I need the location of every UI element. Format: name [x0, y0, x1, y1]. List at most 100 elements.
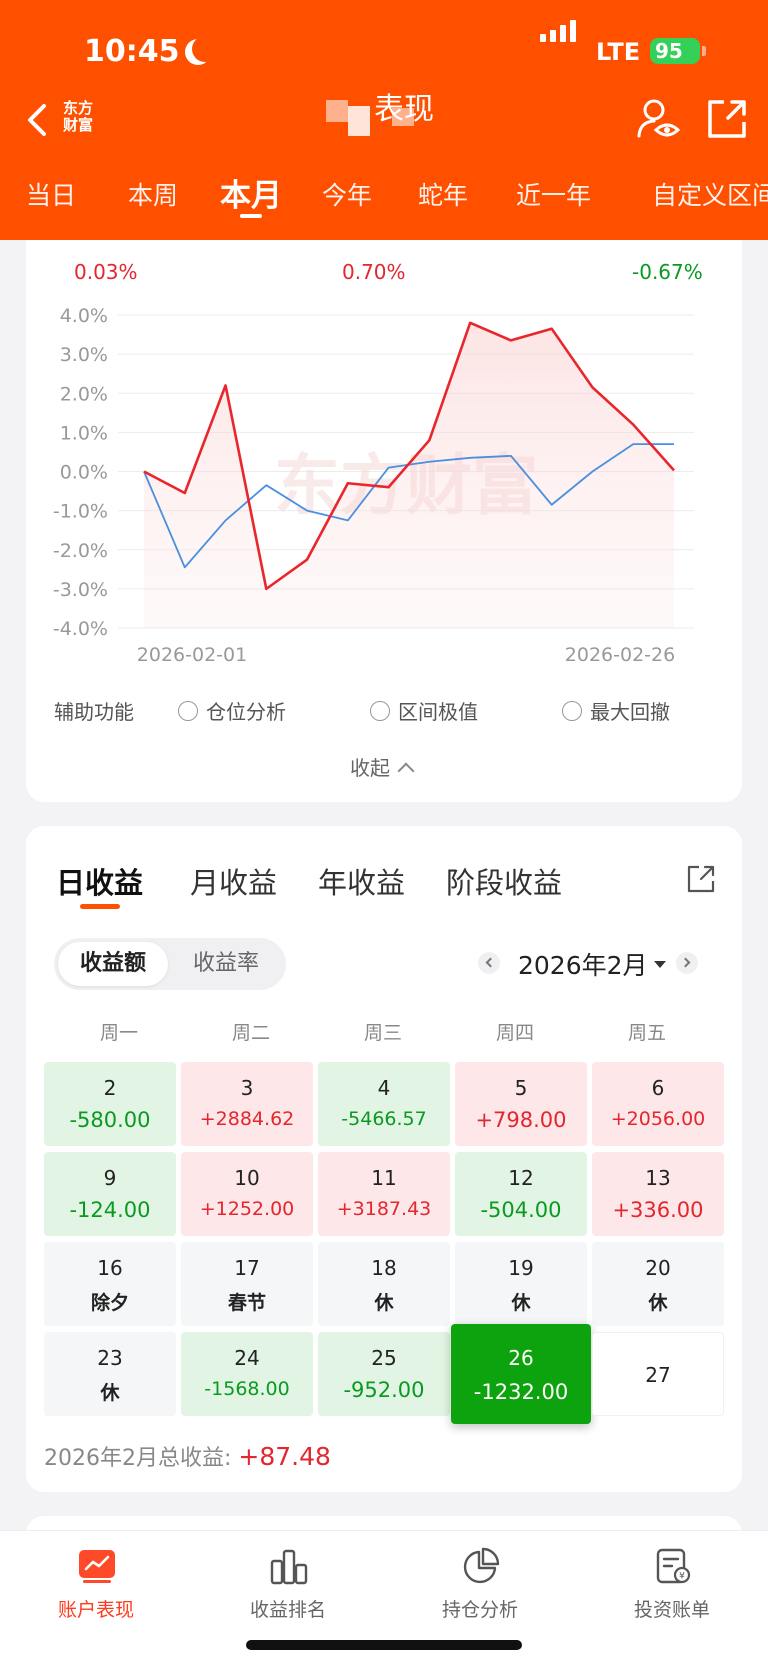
tab-this-week[interactable]: 本周 — [128, 181, 179, 210]
day-number: 9 — [103, 1166, 117, 1190]
range-tabs: 当日 本周 本月 今年 蛇年 近一年 自定义区间 — [0, 168, 768, 220]
moon-icon — [192, 36, 218, 62]
weekday-header: 周一 — [99, 1022, 138, 1044]
weekday-header: 周二 — [231, 1022, 270, 1044]
total-label: 2026年2月总收益: — [44, 1446, 232, 1471]
calendar-day-cell[interactable]: 5 +798.00 — [455, 1062, 587, 1146]
calendar-day-cell[interactable]: 3 +2884.62 — [181, 1062, 313, 1146]
day-number: 26 — [508, 1346, 534, 1370]
calendar-day-cell[interactable]: 18 休 — [318, 1242, 450, 1326]
option-label: 区间极值 — [398, 700, 478, 724]
day-number: 25 — [371, 1346, 397, 1370]
total-value: +87.48 — [238, 1442, 331, 1471]
blurred-name-block — [348, 106, 370, 136]
option-label: 最大回撤 — [590, 700, 670, 724]
tab-snake-year[interactable]: 蛇年 — [418, 181, 469, 210]
calendar-day-cell[interactable]: 26 -1232.00 — [451, 1324, 591, 1424]
calendar-day-cell[interactable]: 12 -504.00 — [455, 1152, 587, 1236]
amount-rate-toggle: 收益额 收益率 — [54, 938, 286, 990]
tab-monthly-earnings[interactable]: 月收益 — [190, 866, 278, 900]
day-number: 11 — [371, 1166, 397, 1190]
radio-icon[interactable] — [178, 700, 198, 721]
option-label: 仓位分析 — [206, 700, 286, 724]
calendar-day-cell[interactable]: 27 — [592, 1332, 724, 1416]
option-max-drawdown[interactable]: 最大回撤 — [562, 696, 670, 725]
calendar-day-cell[interactable]: 19 休 — [455, 1242, 587, 1326]
back-arrow-icon[interactable] — [20, 98, 60, 142]
day-number: 10 — [234, 1166, 260, 1190]
area-fill — [144, 322, 674, 628]
radio-icon[interactable] — [562, 700, 582, 721]
radio-icon[interactable] — [370, 700, 390, 721]
tab-custom-range[interactable]: 自定义区间 — [652, 181, 768, 210]
share-icon[interactable] — [706, 98, 748, 140]
nav-account-performance[interactable]: 账户表现 — [0, 1531, 192, 1641]
export-icon[interactable] — [686, 864, 716, 894]
prev-month-button[interactable] — [478, 952, 500, 974]
svg-text:¥: ¥ — [679, 1572, 685, 1582]
month-label: 2026年2月 — [518, 951, 648, 980]
option-position-analysis[interactable]: 仓位分析 — [178, 696, 286, 725]
day-value: 休 — [511, 1292, 531, 1314]
calendar-day-cell[interactable]: 4 -5466.57 — [318, 1062, 450, 1146]
blurred-name-block — [326, 100, 348, 122]
next-month-button[interactable] — [676, 952, 698, 974]
nav-earnings-ranking[interactable]: 收益排名 — [192, 1531, 384, 1641]
tab-last-year[interactable]: 近一年 — [516, 181, 592, 210]
battery-tip — [702, 46, 706, 56]
calendar-day-cell[interactable]: 11 +3187.43 — [318, 1152, 450, 1236]
calendar-day-cell[interactable]: 25 -952.00 — [318, 1332, 450, 1416]
chevron-left-icon — [485, 957, 496, 968]
month-selector[interactable]: 2026年2月 — [518, 946, 666, 982]
brand-logo: 东方财富 — [60, 100, 96, 134]
calendar-day-cell[interactable]: 20 休 — [592, 1242, 724, 1326]
day-value: 休 — [100, 1382, 120, 1404]
y-tick-label: 4.0% — [60, 305, 108, 327]
calendar-day-cell[interactable]: 2 -580.00 — [44, 1062, 176, 1146]
day-value: +2056.00 — [610, 1108, 706, 1130]
calendar-day-cell[interactable]: 24 -1568.00 — [181, 1332, 313, 1416]
tab-this-month[interactable]: 本月 — [220, 178, 282, 214]
day-number: 18 — [371, 1256, 397, 1280]
status-time: 10:45 — [84, 34, 180, 69]
day-value: -1568.00 — [204, 1378, 290, 1400]
pie-chart-icon — [463, 1547, 500, 1584]
calendar-day-cell[interactable]: 9 -124.00 — [44, 1152, 176, 1236]
day-number: 23 — [97, 1346, 123, 1370]
day-number: 2 — [103, 1076, 117, 1100]
user-eye-icon[interactable] — [636, 96, 680, 142]
day-number: 12 — [508, 1166, 534, 1190]
nav-label: 账户表现 — [57, 1599, 134, 1621]
nav-label: 投资账单 — [633, 1599, 710, 1621]
nav-investment-bill[interactable]: ¥ 投资账单 — [576, 1531, 768, 1641]
calendar-day-cell[interactable]: 10 +1252.00 — [181, 1152, 313, 1236]
day-number: 6 — [651, 1076, 665, 1100]
active-tab-indicator — [240, 214, 262, 218]
option-range-extreme[interactable]: 区间极值 — [370, 696, 478, 725]
collapse-button[interactable]: 收起 — [350, 752, 415, 781]
chevron-up-icon — [397, 762, 415, 779]
weekday-header: 周三 — [363, 1022, 402, 1044]
calendar-day-cell[interactable]: 6 +2056.00 — [592, 1062, 724, 1146]
day-value: +336.00 — [612, 1198, 704, 1222]
segment-amount[interactable]: 收益额 — [58, 942, 168, 986]
calendar-day-cell[interactable]: 13 +336.00 — [592, 1152, 724, 1236]
tab-yearly-earnings[interactable]: 年收益 — [318, 866, 406, 900]
return-line-chart[interactable]: 4.0% 3.0% 2.0% 1.0% 0.0% -1.0% -2.0% -3.0% -4.0%… — [0, 290, 768, 670]
y-tick-label: 3.0% — [60, 344, 108, 366]
tab-this-year[interactable]: 今年 — [322, 181, 373, 210]
segment-rate[interactable]: 收益率 — [192, 951, 259, 976]
nav-holdings-analysis[interactable]: 持仓分析 — [384, 1531, 576, 1641]
tab-daily-earnings[interactable]: 日收益 — [56, 866, 144, 900]
tab-stage-earnings[interactable]: 阶段收益 — [446, 866, 563, 900]
day-number: 3 — [240, 1076, 254, 1100]
home-indicator — [246, 1640, 522, 1650]
caret-down-icon — [653, 960, 666, 968]
day-value: -1232.00 — [473, 1380, 569, 1404]
day-number: 20 — [645, 1256, 671, 1280]
day-value: -124.00 — [69, 1198, 151, 1222]
calendar-day-cell[interactable]: 23 休 — [44, 1332, 176, 1416]
tab-today[interactable]: 当日 — [26, 181, 77, 210]
calendar-day-cell[interactable]: 17 春节 — [181, 1242, 313, 1326]
calendar-day-cell[interactable]: 16 除夕 — [44, 1242, 176, 1326]
